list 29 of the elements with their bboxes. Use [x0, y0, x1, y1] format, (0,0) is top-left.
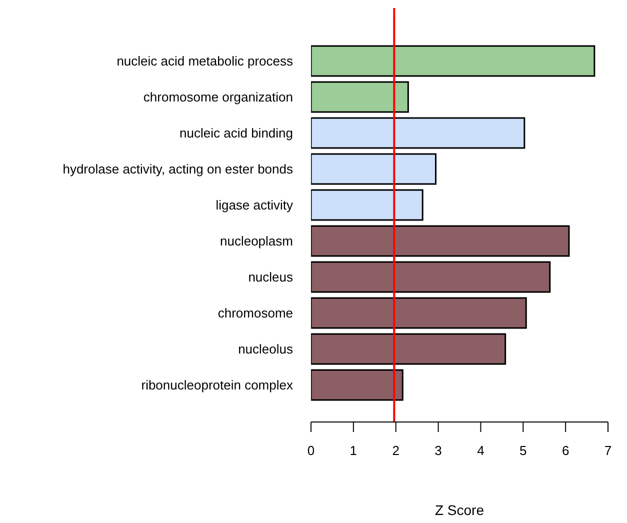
y-tick-label: chromosome organization	[143, 90, 293, 105]
x-axis-title: Z Score	[434, 502, 484, 518]
x-tick-label: 1	[350, 443, 358, 458]
y-tick-label: ribonucleoprotein complex	[141, 378, 294, 393]
bar	[311, 45, 596, 77]
x-tick-label: 3	[434, 443, 442, 458]
y-tick-label: hydrolase activity, acting on ester bonds	[62, 162, 294, 177]
bar	[311, 117, 526, 149]
bar	[311, 189, 424, 221]
x-tick-label: 6	[562, 443, 570, 458]
x-tick-label: 7	[604, 443, 612, 458]
x-tick-label: 4	[477, 443, 484, 458]
bar	[311, 153, 436, 185]
y-tick-label: nucleic acid metabolic process	[116, 54, 294, 69]
bar	[311, 225, 570, 257]
bar	[311, 261, 551, 293]
x-tick-label: 5	[520, 443, 527, 458]
y-tick-label: nucleus	[248, 270, 294, 285]
bar	[311, 369, 404, 401]
y-tick-label: ligase activity	[216, 198, 294, 213]
x-tick-label: 2	[392, 443, 400, 458]
y-tick-label: nucleic acid binding	[180, 126, 293, 141]
y-tick-label: nucleoplasm	[220, 234, 293, 249]
bar	[311, 333, 506, 365]
bar	[311, 297, 527, 329]
x-tick-label: 0	[307, 443, 315, 458]
y-tick-label: nucleolus	[238, 342, 294, 357]
y-tick-label: chromosome	[218, 306, 293, 321]
bar	[311, 81, 409, 113]
